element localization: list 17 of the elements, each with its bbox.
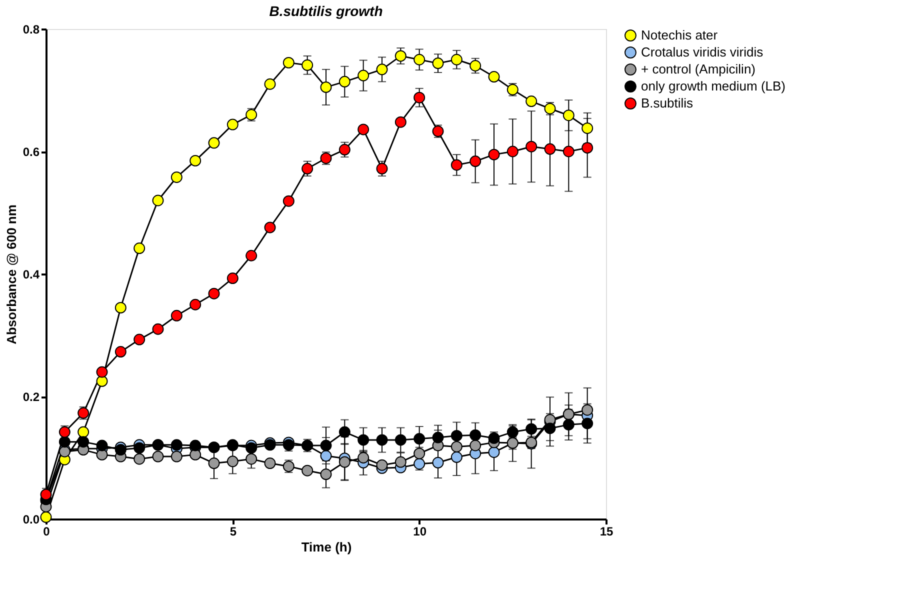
y-tick-label: 0.6 xyxy=(22,145,40,159)
legend-label: + control (Ampicilin) xyxy=(641,62,756,76)
y-tick-label: 0.0 xyxy=(22,512,40,526)
y-tick-label: 0.8 xyxy=(22,22,40,36)
legend-label: Notechis ater xyxy=(641,28,718,42)
legend-label: Crotalus viridis viridis xyxy=(641,44,764,60)
legend-label: B.subtilis xyxy=(641,96,694,110)
y-tick-label: 0.2 xyxy=(22,390,40,404)
x-axis-title: Time (h) xyxy=(301,540,352,554)
x-tick-label: 15 xyxy=(600,524,614,538)
x-tick-label: 0 xyxy=(43,524,50,538)
y-axis-title: Absorbance @ 600 nm xyxy=(4,204,19,344)
x-tick-label: 10 xyxy=(413,524,427,538)
legend-label: only growth medium (LB) xyxy=(641,78,786,94)
x-tick-label: 5 xyxy=(230,524,237,538)
y-tick-label: 0.4 xyxy=(22,268,40,282)
chart-title: B.subtilis growth xyxy=(269,3,383,19)
